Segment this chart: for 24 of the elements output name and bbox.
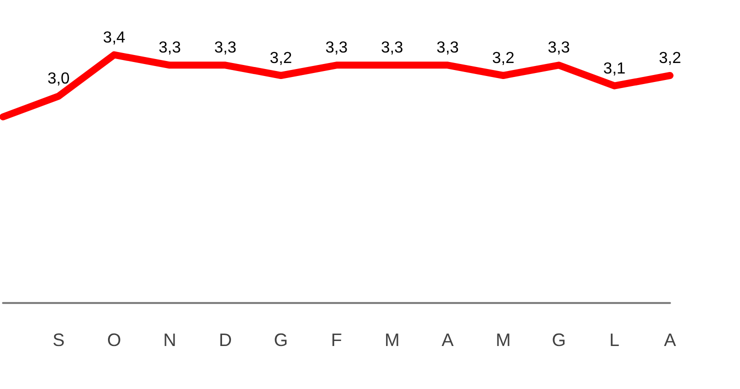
data-label: 3,3: [548, 40, 570, 57]
data-label: 3,3: [325, 40, 348, 57]
x-tick-label: F: [331, 330, 342, 350]
x-tick-label: S: [52, 330, 65, 350]
x-tick-label: O: [107, 330, 122, 350]
x-tick-label: D: [218, 330, 232, 350]
data-label: 3,1: [603, 60, 626, 78]
data-label: 3,2: [492, 50, 514, 67]
x-tick-label: L: [609, 330, 620, 350]
data-label: 3,2: [658, 50, 682, 67]
x-tick-label: G: [274, 330, 288, 350]
data-label: 3,0: [47, 70, 70, 88]
data-label: 3,2: [270, 50, 292, 67]
data-label: 3,3: [436, 40, 459, 57]
data-label: 3,3: [380, 40, 404, 57]
data-label: 3,4: [103, 29, 126, 46]
x-tick-label: G: [552, 330, 566, 350]
x-tick-label: N: [163, 330, 176, 350]
data-label: 3,3: [214, 40, 237, 57]
data-label: 3,3: [158, 40, 181, 57]
x-tick-label: M: [384, 330, 400, 350]
x-tick-label: A: [442, 330, 454, 350]
x-tick-label: M: [496, 330, 511, 350]
x-tick-label: A: [664, 330, 676, 350]
